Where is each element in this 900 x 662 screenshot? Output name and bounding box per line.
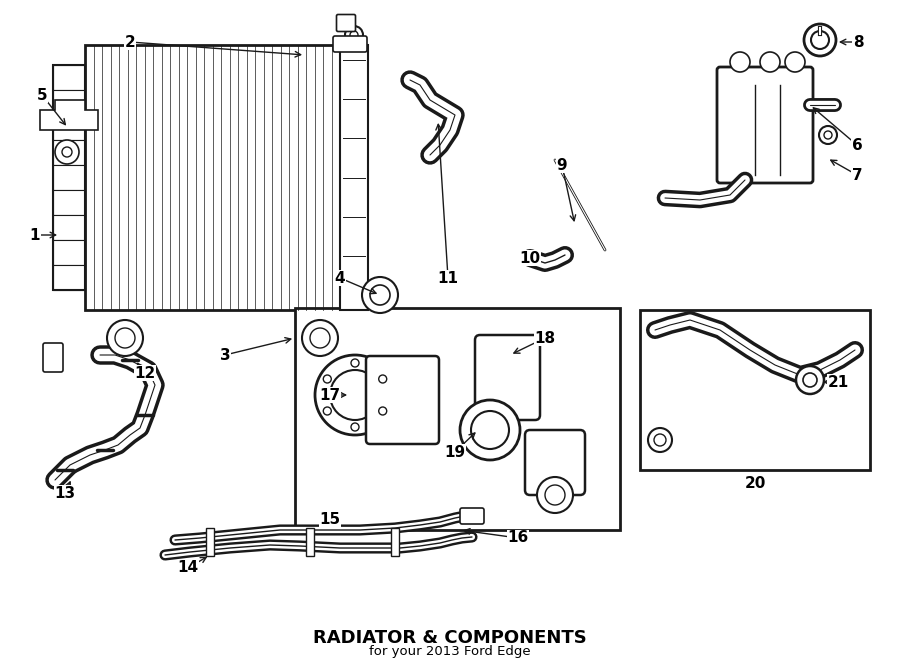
Bar: [340, 45, 368, 310]
Circle shape: [107, 320, 143, 356]
Text: 21: 21: [827, 375, 849, 389]
Bar: [53, 140, 85, 165]
Bar: [53, 115, 85, 140]
Text: 3: 3: [220, 348, 230, 363]
Circle shape: [302, 320, 338, 356]
FancyBboxPatch shape: [525, 430, 585, 495]
FancyBboxPatch shape: [475, 335, 540, 420]
Bar: [53, 190, 85, 215]
Circle shape: [545, 485, 565, 505]
Circle shape: [537, 477, 573, 513]
Circle shape: [370, 285, 390, 305]
Bar: [295, 308, 620, 530]
Bar: [53, 65, 85, 290]
Circle shape: [796, 366, 824, 394]
Circle shape: [379, 375, 387, 383]
Circle shape: [351, 359, 359, 367]
Text: 19: 19: [445, 444, 465, 459]
FancyBboxPatch shape: [460, 508, 484, 524]
Circle shape: [824, 131, 832, 139]
Bar: [306, 528, 314, 556]
Text: 14: 14: [177, 561, 199, 575]
Circle shape: [811, 31, 829, 49]
Circle shape: [760, 52, 780, 72]
Circle shape: [730, 52, 750, 72]
Text: 17: 17: [320, 387, 340, 402]
Text: 16: 16: [508, 530, 528, 545]
Bar: [640, 310, 870, 470]
Text: 18: 18: [535, 330, 555, 346]
Circle shape: [115, 328, 135, 348]
Bar: [53, 65, 85, 90]
Text: 1: 1: [30, 228, 40, 242]
Circle shape: [310, 328, 330, 348]
Bar: [53, 240, 85, 265]
Circle shape: [785, 52, 805, 72]
Circle shape: [345, 26, 363, 44]
Circle shape: [379, 407, 387, 415]
Circle shape: [351, 423, 359, 431]
Circle shape: [350, 31, 358, 39]
FancyBboxPatch shape: [43, 343, 63, 372]
Circle shape: [55, 140, 79, 164]
Circle shape: [62, 147, 72, 157]
Circle shape: [323, 407, 331, 415]
Text: for your 2013 Ford Edge: for your 2013 Ford Edge: [369, 645, 531, 659]
FancyBboxPatch shape: [337, 15, 356, 32]
Text: 8: 8: [852, 34, 863, 50]
Polygon shape: [40, 100, 98, 130]
Bar: [53, 165, 85, 190]
Bar: [206, 528, 214, 556]
Bar: [53, 215, 85, 240]
Bar: [391, 528, 399, 556]
Text: 12: 12: [134, 365, 156, 381]
Text: RADIATOR & COMPONENTS: RADIATOR & COMPONENTS: [313, 629, 587, 647]
Bar: [53, 265, 85, 290]
FancyBboxPatch shape: [333, 36, 367, 52]
Text: 15: 15: [320, 512, 340, 528]
Text: 4: 4: [335, 271, 346, 285]
Bar: [85, 45, 340, 310]
Circle shape: [804, 24, 836, 56]
Circle shape: [803, 373, 817, 387]
Circle shape: [330, 370, 380, 420]
FancyBboxPatch shape: [717, 67, 813, 183]
Circle shape: [323, 375, 331, 383]
Circle shape: [471, 411, 509, 449]
Text: 11: 11: [437, 271, 458, 285]
Text: 20: 20: [744, 475, 766, 491]
Circle shape: [819, 126, 837, 144]
Circle shape: [362, 277, 398, 313]
Circle shape: [654, 434, 666, 446]
Text: 6: 6: [851, 138, 862, 152]
Bar: [53, 90, 85, 115]
Circle shape: [648, 428, 672, 452]
Text: 2: 2: [124, 34, 135, 50]
Text: 9: 9: [557, 158, 567, 173]
Text: 10: 10: [519, 250, 541, 265]
Circle shape: [460, 400, 520, 460]
FancyBboxPatch shape: [366, 356, 439, 444]
Circle shape: [315, 355, 395, 435]
Text: 13: 13: [54, 485, 76, 500]
Text: 7: 7: [851, 167, 862, 183]
Text: 5: 5: [37, 87, 48, 103]
